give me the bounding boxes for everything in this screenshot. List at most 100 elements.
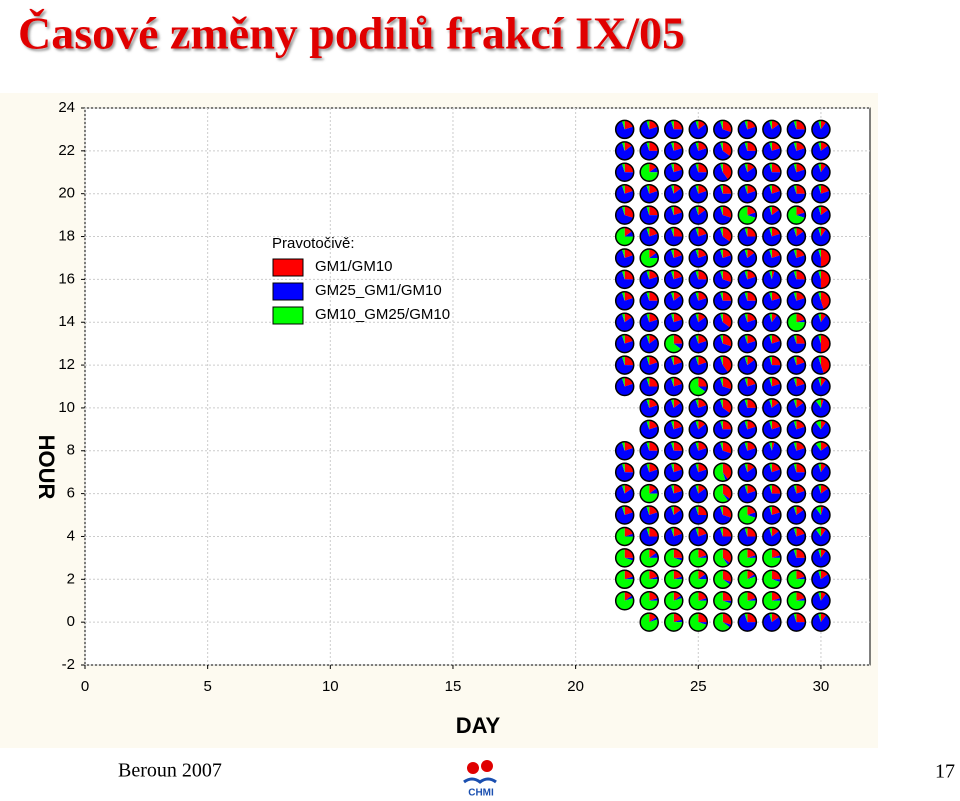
pie-outline xyxy=(614,312,635,332)
pie-slice xyxy=(640,463,659,482)
y-axis-title: HOUR xyxy=(34,435,59,500)
pie-slice xyxy=(769,506,772,516)
pie-slice xyxy=(744,613,748,623)
pie-outline xyxy=(639,162,659,183)
pie-slice xyxy=(747,597,757,601)
pie-slice xyxy=(787,142,806,160)
pie-slice xyxy=(664,185,683,203)
pie-slice xyxy=(811,270,821,289)
pie-slice xyxy=(664,527,683,546)
pie-slice xyxy=(713,377,732,396)
pie xyxy=(639,141,659,161)
pie-outline xyxy=(688,590,709,611)
pie-slice xyxy=(646,141,650,151)
pie-slice xyxy=(615,377,634,396)
pie xyxy=(737,548,758,568)
pie xyxy=(688,612,709,632)
pie-slice xyxy=(640,442,659,460)
pie-outline xyxy=(713,526,733,547)
pie-outline xyxy=(737,205,758,225)
pie xyxy=(664,226,684,247)
pie-outline xyxy=(786,590,807,611)
pie xyxy=(786,483,807,504)
pie-slice xyxy=(720,206,723,216)
pie-slice xyxy=(811,570,830,589)
pie-slice xyxy=(793,527,797,537)
pie-outline xyxy=(688,162,709,183)
pie-slice xyxy=(722,334,732,347)
pie-slice xyxy=(771,270,775,280)
pie-slice xyxy=(713,292,732,310)
pie xyxy=(688,248,709,268)
pie-outline xyxy=(614,355,635,375)
pie xyxy=(786,226,807,247)
pie xyxy=(688,226,709,247)
pie-slice xyxy=(640,591,659,610)
pie xyxy=(614,333,635,354)
pie-slice xyxy=(720,270,723,280)
pie-outline xyxy=(713,119,733,140)
pie-slice xyxy=(738,463,757,482)
pie-slice xyxy=(624,595,634,601)
pie-slice xyxy=(820,377,827,387)
pie xyxy=(614,205,635,225)
pie-slice xyxy=(664,420,683,439)
pie-slice xyxy=(762,313,781,332)
pie-outline xyxy=(811,269,831,290)
pie xyxy=(688,419,709,440)
pie-outline xyxy=(737,333,758,354)
y-tick-label: 14 xyxy=(58,313,75,330)
pie-slice xyxy=(664,485,683,503)
pie-slice xyxy=(695,398,699,408)
pie-slice xyxy=(796,591,805,601)
pie-slice xyxy=(722,184,732,194)
pie xyxy=(737,205,758,225)
pie-slice xyxy=(698,613,708,623)
pie-slice xyxy=(695,527,699,537)
pie-slice xyxy=(747,291,757,301)
pie xyxy=(713,526,733,547)
pie-slice xyxy=(624,206,634,218)
pie-slice xyxy=(689,377,706,396)
pie-slice xyxy=(747,212,757,218)
pie-slice xyxy=(698,506,708,516)
pie-outline xyxy=(664,141,684,161)
pie-outline xyxy=(811,119,831,140)
pie-outline xyxy=(811,141,831,161)
pie-slice xyxy=(720,377,723,387)
pie-slice xyxy=(811,549,830,567)
pie xyxy=(664,119,684,140)
pie-slice xyxy=(771,591,781,601)
pie-slice xyxy=(713,185,732,203)
pie-slice xyxy=(738,613,757,632)
pie-outline xyxy=(664,398,684,418)
pie-slice xyxy=(713,442,732,460)
pie-slice xyxy=(624,184,634,194)
pie-outline xyxy=(786,141,807,161)
pie-slice xyxy=(744,313,748,323)
pie-slice xyxy=(738,206,756,225)
pie-slice xyxy=(762,442,781,460)
pie-slice xyxy=(769,484,772,494)
pie xyxy=(762,248,782,268)
pie xyxy=(762,419,782,440)
pie xyxy=(811,355,831,375)
pie-slice xyxy=(762,120,781,139)
pie-outline xyxy=(762,248,782,268)
pie-slice xyxy=(762,356,781,375)
pie-slice xyxy=(698,463,707,473)
pie-slice xyxy=(722,472,729,481)
pie-slice xyxy=(673,463,683,473)
pie xyxy=(713,441,733,461)
pie-slice xyxy=(787,120,806,139)
x-tick-label: 15 xyxy=(445,678,462,695)
pie xyxy=(639,419,659,440)
pie xyxy=(713,183,733,204)
pie-slice xyxy=(624,463,634,473)
pie-slice xyxy=(787,613,806,632)
pie-slice xyxy=(689,591,708,610)
pie-slice xyxy=(670,527,674,537)
pie-slice xyxy=(698,227,707,237)
pie-outline xyxy=(639,205,659,225)
pie xyxy=(688,398,709,418)
